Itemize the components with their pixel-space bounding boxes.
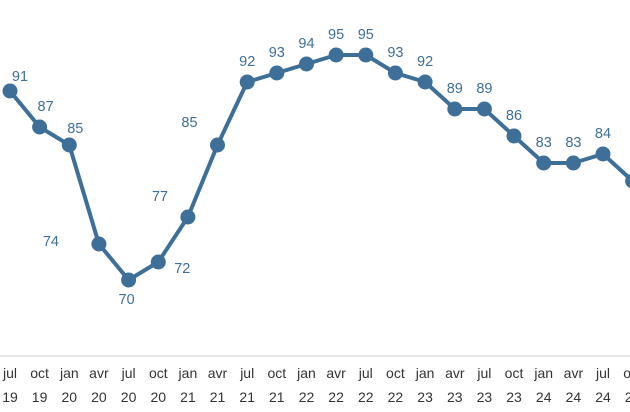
data-point [239, 74, 255, 90]
x-tick-month: avr [326, 365, 346, 381]
x-tick-year: 22 [328, 389, 344, 405]
x-tick-month: oct [149, 365, 168, 381]
data-label: 95 [328, 27, 344, 43]
x-tick-year: 20 [91, 389, 107, 405]
x-tick-year: 23 [447, 389, 463, 405]
x-tick-month: jan [178, 365, 198, 381]
data-point [121, 272, 137, 288]
x-axis-ticks: jul 19 oct 19 jan 20 avr 20 jul 20 oct 20 jan 21 avr 21… [2, 365, 630, 405]
x-tick-month: avr [208, 365, 228, 381]
data-label: 89 [447, 81, 463, 97]
data-point [358, 47, 374, 63]
x-tick-year: 20 [151, 389, 167, 405]
data-point [536, 155, 552, 171]
x-tick-year: 23 [417, 389, 433, 405]
data-point [625, 173, 630, 189]
data-point [269, 65, 285, 81]
x-tick-year: 19 [2, 389, 18, 405]
x-tick-month: oct [267, 365, 286, 381]
data-point [595, 146, 611, 162]
x-tick-month: jan [533, 365, 553, 381]
data-point [2, 83, 18, 99]
x-tick-month: jan [59, 365, 79, 381]
x-tick-month: oct [505, 365, 524, 381]
x-tick-year: 22 [388, 389, 404, 405]
data-label: 93 [269, 45, 285, 61]
x-tick-month: oct [30, 365, 49, 381]
x-tick-year: 21 [210, 389, 226, 405]
x-tick-month: jul [595, 365, 610, 381]
data-point [476, 101, 492, 117]
data-label: 95 [358, 27, 374, 43]
data-label: 72 [174, 261, 190, 277]
data-label: 92 [417, 54, 433, 70]
x-tick-month: jan [415, 365, 435, 381]
x-tick-year: 22 [299, 389, 315, 405]
x-tick-month: jul [2, 365, 17, 381]
data-label: 91 [12, 69, 28, 85]
data-point [150, 254, 166, 270]
data-point [61, 137, 77, 153]
x-tick-year: 19 [32, 389, 48, 405]
data-label: 77 [152, 189, 168, 205]
x-tick-year: 20 [121, 389, 137, 405]
data-label: 93 [387, 45, 403, 61]
data-labels: 91 87 85 74 70 72 77 85 92 93 94 95 95 93 92 89 89 86 83 83… [12, 27, 611, 308]
data-point [32, 119, 48, 135]
data-label: 83 [565, 135, 581, 151]
x-tick-month: jul [476, 365, 491, 381]
data-label: 86 [506, 108, 522, 124]
x-tick-year: 23 [506, 389, 522, 405]
x-tick-year: 24 [566, 389, 582, 405]
x-tick-month: avr [445, 365, 465, 381]
x-tick-month: oct [386, 365, 405, 381]
data-label: 89 [476, 81, 492, 97]
x-tick-year: 21 [180, 389, 196, 405]
x-tick-year: 23 [477, 389, 493, 405]
data-point [447, 101, 463, 117]
x-tick-month: avr [89, 365, 109, 381]
data-label: 84 [595, 126, 611, 142]
x-tick-year: 22 [358, 389, 374, 405]
data-point [328, 47, 344, 63]
data-label: 70 [119, 292, 135, 308]
data-label: 92 [239, 54, 255, 70]
data-point [565, 155, 581, 171]
x-tick-month: jul [121, 365, 136, 381]
data-label: 74 [43, 234, 59, 250]
x-tick-month: avr [564, 365, 584, 381]
series-line [8, 53, 630, 282]
data-point [91, 236, 107, 252]
x-tick-year: 21 [269, 389, 285, 405]
x-tick-year: 20 [62, 389, 78, 405]
data-label: 83 [536, 135, 552, 151]
data-point [180, 209, 196, 225]
data-point [506, 128, 522, 144]
x-tick-month: jul [358, 365, 373, 381]
x-tick-month: jan [296, 365, 316, 381]
data-points [2, 47, 630, 288]
data-point [210, 137, 225, 153]
x-tick-month: oct [623, 365, 630, 381]
data-point [387, 65, 403, 81]
x-tick-year: 21 [239, 389, 255, 405]
data-label: 85 [67, 121, 83, 137]
data-label: 87 [38, 99, 54, 115]
data-label: 85 [181, 115, 197, 131]
x-tick-month: jul [239, 365, 254, 381]
data-point [417, 74, 433, 90]
data-label: 94 [298, 36, 314, 52]
x-tick-year: 24 [595, 389, 611, 405]
x-tick-year: 24 [625, 389, 630, 405]
x-tick-year: 24 [536, 389, 552, 405]
data-point [299, 56, 314, 72]
